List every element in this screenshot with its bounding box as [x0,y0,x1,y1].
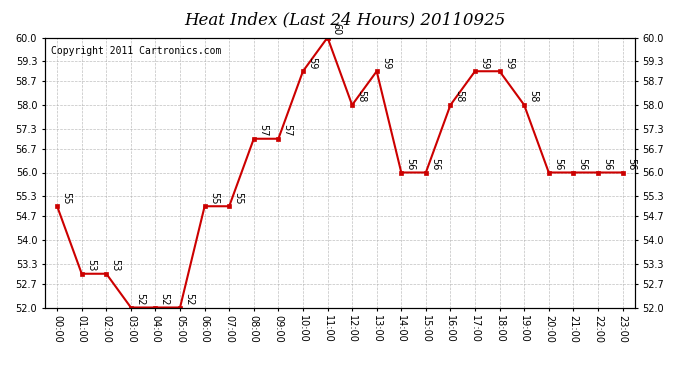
Text: 59: 59 [307,57,317,69]
Text: 57: 57 [282,124,293,136]
Text: 58: 58 [455,90,464,103]
Text: 59: 59 [504,57,514,69]
Text: 52: 52 [159,293,170,305]
Text: 56: 56 [602,158,612,170]
Text: 52: 52 [184,293,194,305]
Text: 55: 55 [209,192,219,204]
Text: 58: 58 [529,90,538,103]
Text: 59: 59 [381,57,391,69]
Text: 58: 58 [356,90,366,103]
Text: 52: 52 [135,293,145,305]
Text: 59: 59 [479,57,489,69]
Text: 56: 56 [553,158,563,170]
Text: 56: 56 [578,158,587,170]
Text: 56: 56 [430,158,440,170]
Text: 53: 53 [86,259,96,272]
Text: 53: 53 [110,259,121,272]
Text: Copyright 2011 Cartronics.com: Copyright 2011 Cartronics.com [51,46,221,56]
Text: 55: 55 [233,192,244,204]
Text: 60: 60 [332,23,342,35]
Text: Heat Index (Last 24 Hours) 20110925: Heat Index (Last 24 Hours) 20110925 [184,11,506,28]
Text: 56: 56 [627,158,637,170]
Text: 56: 56 [406,158,415,170]
Text: 55: 55 [61,192,71,204]
Text: 57: 57 [258,124,268,136]
